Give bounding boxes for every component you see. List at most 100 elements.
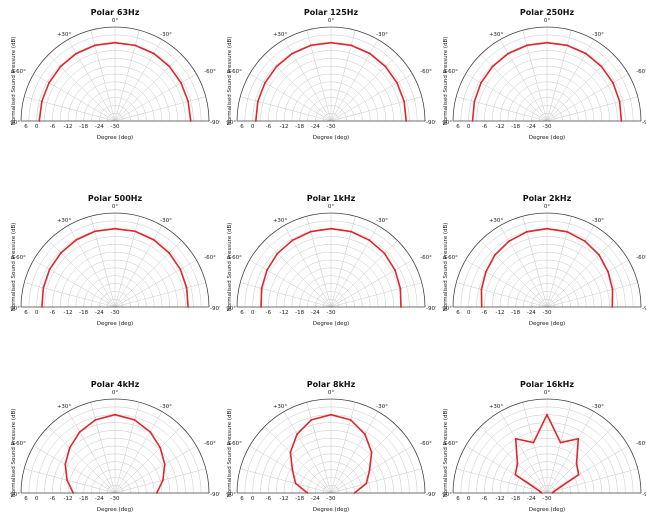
data-point: [600, 65, 603, 68]
radial-tick-label: -6: [266, 310, 272, 316]
data-point: [566, 230, 569, 233]
grid-ring: [515, 89, 579, 122]
data-point: [508, 240, 510, 243]
y-axis-label: Normalised Sound Pressure (dB): [443, 223, 449, 312]
y-axis-label: Normalised Sound Pressure (dB): [11, 409, 17, 498]
data-point: [365, 482, 368, 485]
polar-plot-panel: Polar 2kHz 6 0 -6 -12 -18 -24 -30 +90° +60° +30° 0°…: [442, 194, 646, 334]
radial-tick-label: -18: [295, 124, 304, 130]
data-point: [577, 437, 580, 440]
grid-ring: [322, 113, 340, 122]
data-point: [546, 41, 548, 44]
outer-ring: [20, 212, 210, 308]
angle-tick-label: -90°: [426, 120, 436, 126]
polar-plot: 6 0 -6 -12 -18 -24 -30 +90° +60° +30° 0° -30° -60° -9…: [442, 390, 646, 513]
data-point: [540, 492, 543, 494]
grid-ring: [523, 283, 571, 308]
data-point: [75, 52, 77, 55]
radial-tick-label: -24: [95, 496, 104, 502]
grid-ring: [460, 34, 634, 122]
data-point: [94, 418, 97, 421]
data-point: [577, 473, 580, 476]
polar-plot-panel: Polar 250Hz 6 0 -6 -12 -18 -24 -30 +90° +60° +30° 0…: [442, 8, 646, 148]
grid-ring: [244, 34, 418, 122]
y-axis-label: Normalised Sound Pressure (dB): [227, 223, 233, 312]
grid-ring: [515, 275, 579, 308]
angle-tick-label: 0°: [112, 18, 118, 24]
radial-tick-label: 6: [456, 310, 460, 316]
angle-tick-label: -60°: [204, 255, 216, 261]
data-point: [289, 451, 292, 454]
data-point: [611, 288, 614, 291]
data-point: [179, 268, 182, 271]
angle-tick-label: -90°: [642, 120, 646, 126]
angle-tick-label: -30°: [592, 218, 604, 224]
plot-title: Polar 500Hz: [87, 194, 143, 203]
data-point: [611, 306, 614, 308]
angle-tick-label: -90°: [426, 492, 436, 498]
radial-tick-label: -12: [496, 310, 505, 316]
data-point: [187, 306, 190, 308]
data-point: [399, 287, 402, 290]
grid-ring: [299, 275, 363, 308]
radial-tick-label: -30: [111, 310, 120, 316]
data-point: [349, 418, 352, 421]
angle-tick-label: +30°: [489, 404, 504, 410]
grid-ring: [538, 299, 556, 308]
angle-tick-label: -90°: [642, 306, 646, 312]
angle-tick-label: +90°: [442, 492, 452, 498]
angle-tick-label: -90°: [426, 306, 436, 312]
radial-tick-label: 0: [467, 124, 471, 130]
grid-ring: [59, 252, 171, 308]
angle-tick-label: -30°: [160, 218, 172, 224]
data-point: [383, 252, 386, 255]
data-point: [275, 65, 278, 68]
data-point: [473, 100, 476, 103]
data-point: [256, 100, 259, 103]
angle-tick-label: -30°: [376, 32, 388, 38]
angle-tick-label: +30°: [273, 32, 288, 38]
data-point: [516, 462, 519, 465]
radial-tick-label: 6: [456, 124, 460, 130]
angle-tick-label: 0°: [112, 390, 118, 396]
radial-tick-label: -30: [111, 496, 120, 502]
angle-tick-label: 0°: [544, 390, 550, 396]
data-point: [514, 437, 517, 440]
data-point: [369, 52, 371, 55]
grid-ring: [491, 438, 603, 494]
angle-tick-label: +90°: [10, 120, 20, 126]
grid-ring: [83, 89, 147, 122]
radial-tick-label: 0: [35, 124, 39, 130]
data-point: [114, 227, 116, 230]
angle-tick-label: 0°: [328, 390, 334, 396]
grid-ring: [531, 291, 563, 308]
radial-tick-label: -12: [280, 310, 289, 316]
grid-ring: [83, 275, 147, 308]
angle-tick-label: -60°: [636, 441, 646, 447]
data-point: [59, 65, 62, 68]
radial-tick-label: -6: [50, 310, 56, 316]
data-point: [559, 441, 562, 444]
data-point: [163, 463, 166, 466]
data-point: [260, 306, 262, 308]
y-axis-label: Normalised Sound Pressure (dB): [443, 409, 449, 498]
grid-ring: [106, 113, 124, 122]
grid-ring: [507, 81, 587, 122]
data-point: [68, 446, 71, 449]
x-axis-label: Degree (deg): [97, 321, 133, 327]
data-point: [485, 270, 487, 273]
polar-plot-panel: Polar 500Hz 6 0 -6 -12 -18 -24 -30 +90° +60° +30° 0…: [10, 194, 220, 334]
x-axis-label: Degree (deg): [313, 135, 349, 141]
radial-tick-label: -6: [482, 124, 488, 130]
outer-ring: [20, 398, 210, 494]
data-point: [309, 230, 312, 233]
angle-tick-label: +30°: [489, 32, 504, 38]
radial-tick-label: -18: [295, 310, 304, 316]
data-point: [93, 230, 96, 233]
grid-ring: [499, 445, 595, 494]
polar-plot: 6 0 -6 -12 -18 -24 -30 +90° +60° +30° 0° -30° -60° -9…: [10, 18, 220, 141]
angle-tick-label: +60°: [444, 441, 459, 447]
grid-ring: [523, 97, 571, 122]
angle-tick-label: +90°: [226, 492, 236, 498]
data-point: [72, 492, 75, 494]
